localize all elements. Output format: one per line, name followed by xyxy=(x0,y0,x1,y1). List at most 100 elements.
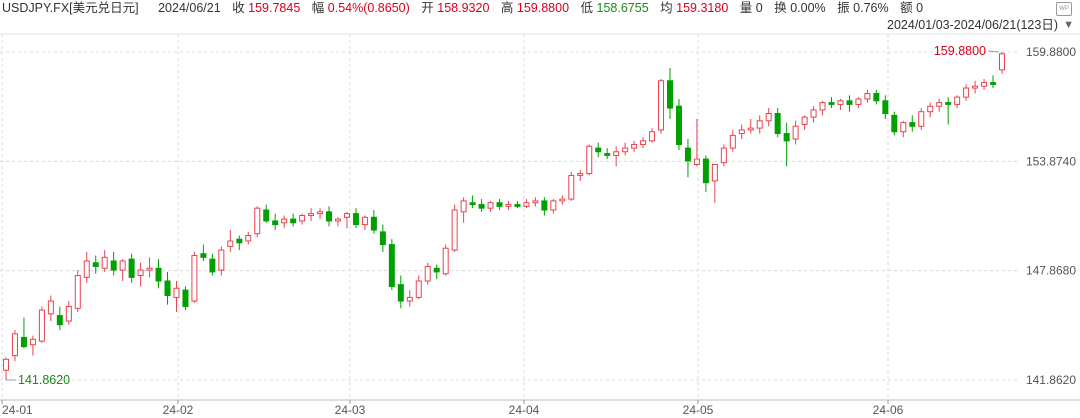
x-tick-label: 24-01 xyxy=(2,403,33,417)
candle-body xyxy=(343,213,350,218)
candle-body xyxy=(209,258,216,273)
candle-body xyxy=(263,209,270,222)
candle-body xyxy=(514,204,521,207)
candle-body xyxy=(496,202,503,207)
candle-body xyxy=(164,280,171,297)
candle-body xyxy=(864,93,871,100)
candle-body xyxy=(406,296,413,302)
candle-body xyxy=(640,140,647,145)
candle-body xyxy=(819,102,826,111)
candle-body xyxy=(290,218,297,224)
candle-body xyxy=(756,120,763,129)
candle-body xyxy=(999,53,1005,71)
candle-body xyxy=(20,336,27,348)
candle-body xyxy=(505,204,512,207)
candle-body xyxy=(38,309,45,342)
candle-body xyxy=(155,267,162,282)
candle-body xyxy=(272,220,279,226)
y-tick-label: 141.8620 xyxy=(1026,373,1076,387)
candle-body xyxy=(568,174,575,200)
candle-body xyxy=(801,116,808,125)
candle-body xyxy=(308,213,315,216)
candle-body xyxy=(119,260,126,271)
candle-body xyxy=(128,258,135,278)
chevron-down-icon[interactable]: ▼ xyxy=(1063,19,1074,31)
candle-body xyxy=(182,289,189,307)
candle-body xyxy=(891,114,898,133)
candle-body xyxy=(415,280,422,298)
candle-body xyxy=(631,143,638,149)
candle-body xyxy=(487,202,494,209)
volume-value: 0 xyxy=(755,1,763,15)
candle-body xyxy=(981,82,988,87)
candle-body xyxy=(774,113,781,135)
candle-body xyxy=(927,105,934,113)
candle-body xyxy=(47,300,54,315)
candle-body xyxy=(810,109,817,118)
candle-body xyxy=(963,87,970,98)
change-label: 幅 xyxy=(311,1,325,15)
candle-body xyxy=(702,158,709,184)
candle-body xyxy=(191,255,198,302)
candle-body xyxy=(595,147,602,153)
candle-body xyxy=(828,102,835,105)
candle-body xyxy=(326,211,333,222)
candle-body xyxy=(3,358,9,371)
y-tick-label: 153.8740 xyxy=(1026,154,1076,168)
quote-date: 2024/06/21 xyxy=(158,1,221,15)
candle-body xyxy=(397,284,404,302)
candle-body xyxy=(478,204,485,209)
volume-label: 量 xyxy=(739,1,753,15)
candle-body xyxy=(451,209,458,251)
candle-body xyxy=(658,80,665,131)
max-pointer-line xyxy=(987,50,1000,53)
symbol-label[interactable]: USDJPY.FX[美元兑日元] xyxy=(2,1,139,15)
candle-body xyxy=(532,200,539,204)
candle-body xyxy=(11,333,18,357)
candle-body xyxy=(783,133,790,142)
max-value-label: 159.8800 xyxy=(934,44,986,58)
amount-value: 0 xyxy=(916,1,924,15)
candle-body xyxy=(873,93,880,102)
candle-body xyxy=(936,102,943,107)
candle-body xyxy=(954,96,961,105)
date-range-label[interactable]: 2024/01/03-2024/06/21(123日) xyxy=(887,18,1058,32)
candle-body xyxy=(245,234,252,242)
candle-body xyxy=(299,214,306,222)
candle-body xyxy=(837,100,844,105)
candle-body xyxy=(577,173,584,176)
candle-body xyxy=(110,260,117,271)
candle-body xyxy=(693,158,700,166)
y-tick-label: 147.8680 xyxy=(1026,264,1076,278)
turnover-label: 换 xyxy=(774,1,787,15)
candle-body xyxy=(541,200,548,211)
candle-body xyxy=(729,134,736,149)
wp-icon[interactable]: WP xyxy=(1056,2,1072,16)
avg-value: 159.3180 xyxy=(676,1,729,15)
candle-body xyxy=(92,262,99,267)
candle-body xyxy=(200,253,207,258)
amplitude-label: 振 xyxy=(837,1,850,15)
candle-body xyxy=(667,80,673,109)
candle-body xyxy=(747,127,754,131)
amplitude-value: 0.76% xyxy=(853,1,889,15)
candle-body xyxy=(972,85,979,89)
candle-body xyxy=(352,213,359,226)
candle-body xyxy=(675,105,682,145)
candle-body xyxy=(281,218,288,224)
candle-body xyxy=(379,231,386,246)
candle-body xyxy=(254,207,261,235)
candle-body xyxy=(945,102,952,105)
candle-body xyxy=(146,267,153,271)
candle-body xyxy=(523,202,530,207)
candle-body xyxy=(900,122,907,133)
candle-body xyxy=(550,200,557,211)
x-tick-label: 24-05 xyxy=(683,403,714,417)
candle-body xyxy=(227,240,234,247)
candle-body xyxy=(74,275,81,309)
min-value-label: 141.8620 xyxy=(18,373,70,387)
quote-header: USDJPY.FX[美元兑日元] 2024/06/21 收 159.7845 幅… xyxy=(0,0,923,16)
candle-body xyxy=(649,131,656,142)
amount-label: 额 xyxy=(900,1,913,15)
